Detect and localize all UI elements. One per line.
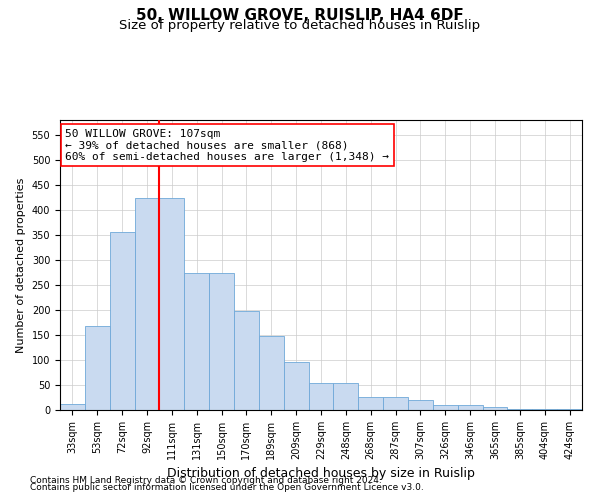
Bar [60, 404, 85, 410]
Text: Contains HM Land Registry data © Crown copyright and database right 2024.: Contains HM Land Registry data © Crown c… [30, 476, 382, 485]
Y-axis label: Number of detached properties: Number of detached properties [16, 178, 26, 352]
Bar [134, 198, 160, 410]
Bar [557, 408, 582, 410]
Bar [284, 362, 308, 410]
Text: 50 WILLOW GROVE: 107sqm
← 39% of detached houses are smaller (868)
60% of semi-d: 50 WILLOW GROVE: 107sqm ← 39% of detache… [65, 128, 389, 162]
Bar [433, 404, 458, 410]
Bar [308, 382, 334, 410]
Bar [358, 397, 383, 410]
Bar [482, 407, 508, 410]
Bar [259, 336, 284, 410]
Bar [408, 400, 433, 410]
Bar [234, 310, 259, 410]
Text: Contains public sector information licensed under the Open Government Licence v3: Contains public sector information licen… [30, 484, 424, 492]
Bar [110, 232, 134, 410]
Bar [508, 408, 532, 410]
Bar [532, 408, 557, 410]
Bar [160, 198, 184, 410]
X-axis label: Distribution of detached houses by size in Ruislip: Distribution of detached houses by size … [167, 468, 475, 480]
Bar [209, 272, 234, 410]
Bar [85, 326, 110, 410]
Text: Size of property relative to detached houses in Ruislip: Size of property relative to detached ho… [119, 19, 481, 32]
Text: 50, WILLOW GROVE, RUISLIP, HA4 6DF: 50, WILLOW GROVE, RUISLIP, HA4 6DF [136, 8, 464, 22]
Bar [383, 397, 408, 410]
Bar [458, 404, 482, 410]
Bar [334, 382, 358, 410]
Bar [184, 272, 209, 410]
